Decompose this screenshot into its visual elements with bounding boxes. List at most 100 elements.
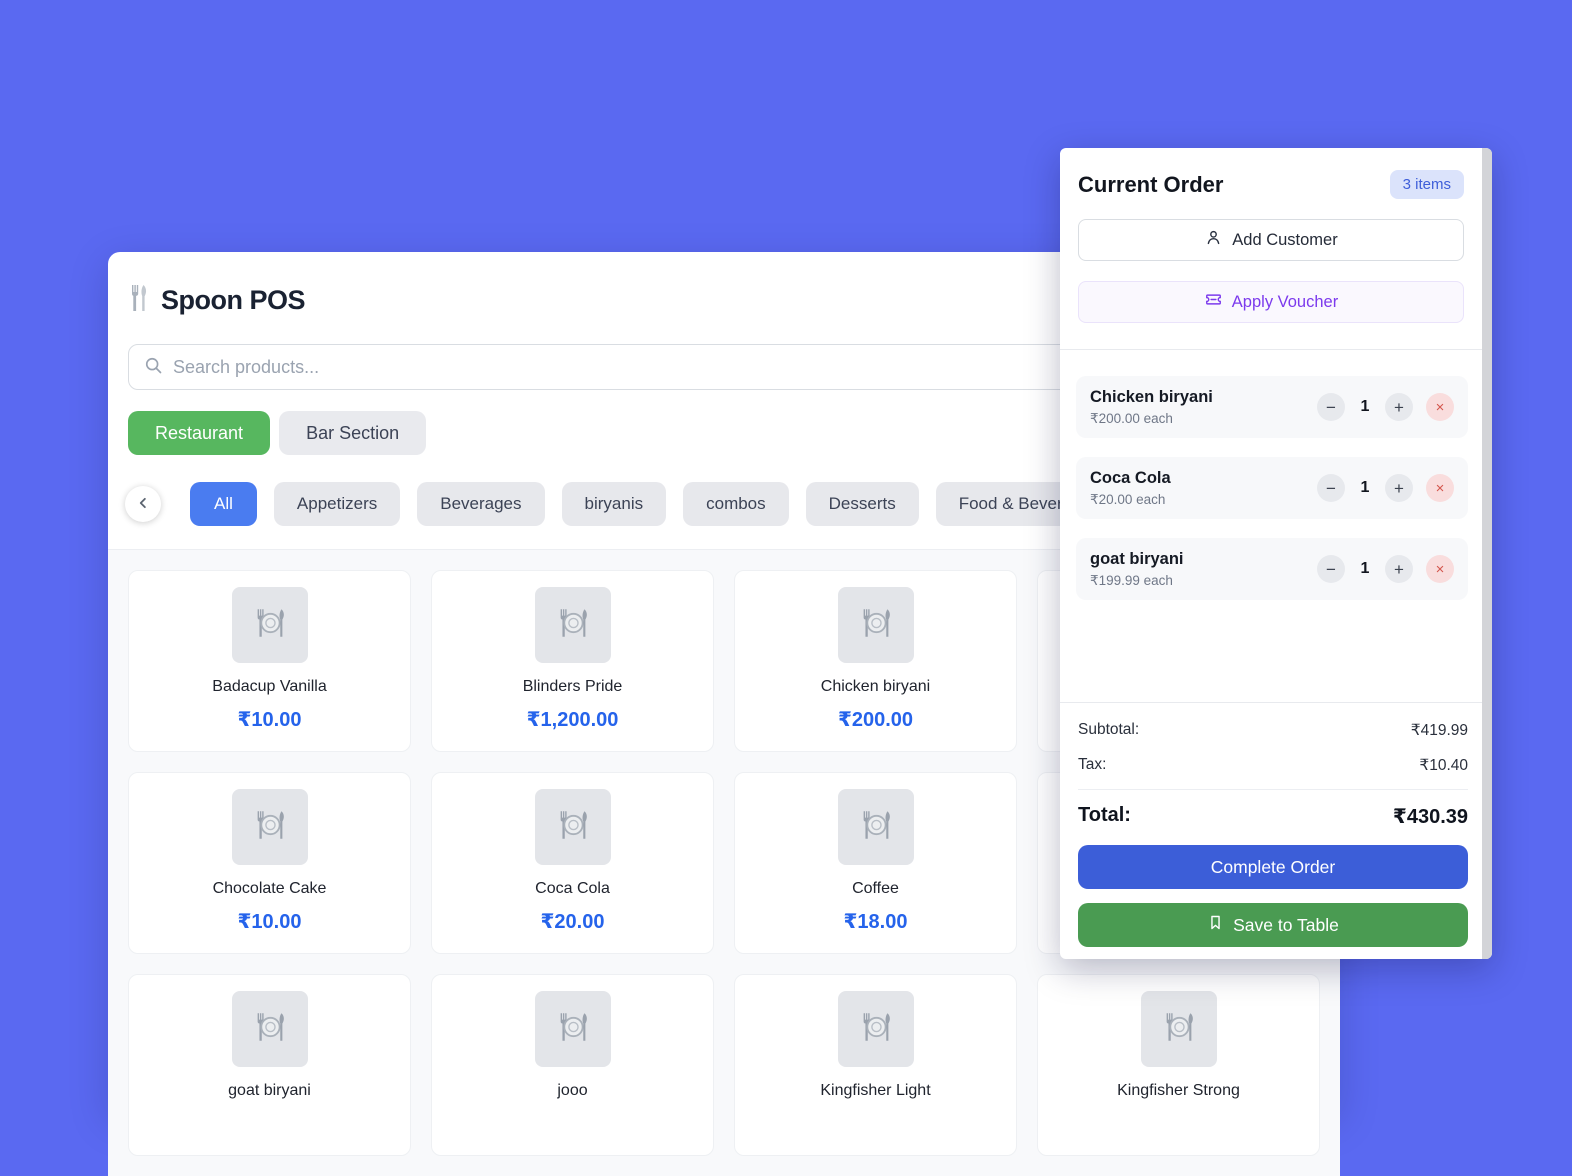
product-image-placeholder	[231, 587, 308, 663]
order-item-controls: − 1 + ×	[1317, 474, 1454, 502]
product-image-placeholder	[231, 991, 308, 1067]
product-image-placeholder	[837, 587, 914, 663]
order-header: Current Order 3 items Add Customer Apply…	[1060, 148, 1492, 350]
plate-cutlery-icon	[854, 601, 898, 650]
brand: Spoon POS	[128, 282, 1320, 318]
plate-cutlery-icon	[248, 803, 292, 852]
product-card[interactable]: Kingfisher Light	[734, 974, 1017, 1156]
increase-quantity-button[interactable]: +	[1385, 474, 1413, 502]
categories-scroll-left-button[interactable]	[125, 486, 161, 522]
subtotal-label: Subtotal:	[1078, 721, 1140, 738]
plate-cutlery-icon	[248, 1005, 292, 1054]
product-price: ₹1,200.00	[526, 709, 619, 731]
remove-item-button[interactable]: ×	[1426, 393, 1454, 421]
order-item-unit-price: ₹199.99 each	[1090, 572, 1173, 588]
section-switcher: Restaurant Bar Section	[128, 411, 1320, 455]
plate-cutlery-icon	[248, 601, 292, 650]
product-image-placeholder	[534, 587, 611, 663]
search-input[interactable]	[173, 356, 1305, 378]
product-price: ₹20.00	[540, 911, 605, 933]
person-icon	[1204, 228, 1223, 252]
plate-cutlery-icon	[854, 1005, 898, 1054]
product-price: ₹10.00	[237, 911, 302, 933]
product-image-placeholder	[231, 789, 308, 865]
totals-divider	[1078, 789, 1468, 790]
order-item-name: Chicken biryani	[1090, 387, 1213, 406]
order-item-info: goat biryani ₹199.99 each	[1090, 550, 1184, 589]
product-name: jooo	[557, 1082, 588, 1099]
total-label: Total:	[1078, 804, 1131, 826]
category-tabs: All Appetizers Beverages biryanis combos…	[125, 482, 1320, 526]
category-tab[interactable]: combos	[683, 482, 789, 526]
increase-quantity-button[interactable]: +	[1385, 393, 1413, 421]
tax-value: ₹10.40	[1419, 757, 1468, 774]
order-item-row: Chicken biryani ₹200.00 each − 1 + ×	[1076, 376, 1468, 438]
product-card[interactable]: Badacup Vanilla ₹10.00	[128, 570, 411, 752]
add-customer-button[interactable]: Add Customer	[1078, 219, 1464, 261]
product-card[interactable]: Coca Cola ₹20.00	[431, 772, 714, 954]
current-order-panel: Current Order 3 items Add Customer Apply…	[1060, 148, 1492, 959]
product-card[interactable]: Chicken biryani ₹200.00	[734, 570, 1017, 752]
product-name: goat biryani	[228, 1082, 311, 1099]
product-image-placeholder	[837, 991, 914, 1067]
order-item-info: Chicken biryani ₹200.00 each	[1090, 388, 1213, 427]
product-name: Chicken biryani	[820, 678, 931, 695]
category-tab[interactable]: Beverages	[417, 482, 545, 526]
decrease-quantity-button[interactable]: −	[1317, 474, 1345, 502]
app-title: Spoon POS	[161, 284, 306, 315]
product-name: Badacup Vanilla	[212, 678, 327, 695]
apply-voucher-label: Apply Voucher	[1231, 292, 1339, 311]
chevron-left-icon	[134, 494, 152, 515]
product-price: ₹200.00	[837, 709, 914, 731]
order-item-quantity: 1	[1360, 398, 1370, 415]
remove-item-button[interactable]: ×	[1426, 555, 1454, 583]
product-name: Blinders Pride	[522, 678, 623, 695]
plate-cutlery-icon	[551, 601, 595, 650]
complete-order-label: Complete Order	[1210, 856, 1336, 877]
order-item-row: Coca Cola ₹20.00 each − 1 + ×	[1076, 457, 1468, 519]
plate-cutlery-icon	[1157, 1005, 1201, 1054]
order-item-controls: − 1 + ×	[1317, 393, 1454, 421]
product-image-placeholder	[534, 991, 611, 1067]
product-card[interactable]: jooo	[431, 974, 714, 1156]
order-items-list: Chicken biryani ₹200.00 each − 1 + × Coc…	[1060, 350, 1492, 702]
product-card[interactable]: Kingfisher Strong	[1037, 974, 1320, 1156]
product-price: ₹10.00	[237, 709, 302, 731]
complete-order-button[interactable]: Complete Order	[1078, 845, 1468, 889]
product-image-placeholder	[1140, 991, 1217, 1067]
section-button[interactable]: Bar Section	[279, 411, 427, 455]
product-name: Coffee	[852, 880, 899, 897]
order-panel-scrollbar[interactable]	[1482, 148, 1492, 959]
save-to-table-label: Save to Table	[1233, 914, 1339, 935]
product-name: Coca Cola	[535, 880, 610, 897]
search-icon	[143, 355, 163, 380]
order-item-name: goat biryani	[1090, 549, 1184, 568]
increase-quantity-button[interactable]: +	[1385, 555, 1413, 583]
category-tab[interactable]: biryanis	[561, 482, 667, 526]
product-price: ₹18.00	[843, 911, 908, 933]
product-name: Kingfisher Light	[820, 1082, 931, 1099]
remove-item-button[interactable]: ×	[1426, 474, 1454, 502]
product-card[interactable]: Chocolate Cake ₹10.00	[128, 772, 411, 954]
decrease-quantity-button[interactable]: −	[1317, 393, 1345, 421]
utensils-icon	[128, 283, 150, 318]
product-card[interactable]: Blinders Pride ₹1,200.00	[431, 570, 714, 752]
order-item-unit-price: ₹200.00 each	[1090, 410, 1173, 426]
apply-voucher-button[interactable]: Apply Voucher	[1078, 281, 1464, 323]
product-image-placeholder	[534, 789, 611, 865]
plate-cutlery-icon	[551, 803, 595, 852]
plate-cutlery-icon	[551, 1005, 595, 1054]
decrease-quantity-button[interactable]: −	[1317, 555, 1345, 583]
total-value: ₹430.39	[1392, 806, 1468, 828]
section-button[interactable]: Restaurant	[128, 411, 271, 455]
category-tab[interactable]: All	[190, 482, 257, 526]
order-items-count-badge: 3 items	[1389, 170, 1464, 199]
category-tab[interactable]: Desserts	[805, 482, 919, 526]
product-name: Kingfisher Strong	[1117, 1082, 1240, 1099]
category-tab[interactable]: Appetizers	[273, 482, 401, 526]
product-card[interactable]: goat biryani	[128, 974, 411, 1156]
product-card[interactable]: Coffee ₹18.00	[734, 772, 1017, 954]
save-to-table-button[interactable]: Save to Table	[1078, 903, 1468, 947]
order-item-unit-price: ₹20.00 each	[1090, 491, 1166, 507]
bookmark-icon	[1207, 914, 1224, 936]
